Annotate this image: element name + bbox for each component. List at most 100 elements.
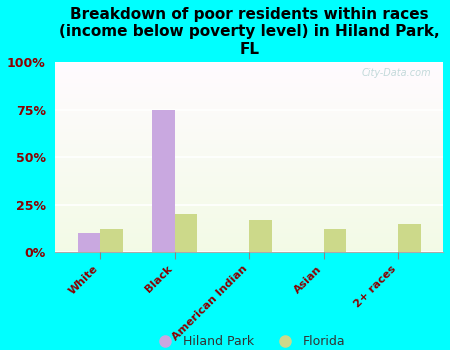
Bar — [55, 70, 443, 71]
Bar — [55, 79, 443, 81]
Bar — [55, 161, 443, 163]
Bar — [55, 106, 443, 108]
Bar — [55, 68, 443, 70]
Bar — [55, 64, 443, 66]
Bar — [55, 210, 443, 212]
Bar — [55, 89, 443, 91]
Bar — [55, 193, 443, 195]
Bar — [55, 243, 443, 244]
Bar — [55, 98, 443, 100]
Bar — [55, 233, 443, 235]
Bar — [55, 151, 443, 153]
Bar — [55, 62, 443, 64]
Bar — [55, 167, 443, 168]
Text: City-Data.com: City-Data.com — [362, 68, 432, 78]
Bar — [55, 195, 443, 197]
Bar — [55, 123, 443, 125]
Bar — [55, 176, 443, 178]
Bar — [55, 164, 443, 167]
Bar — [55, 225, 443, 227]
Bar — [153, 110, 175, 252]
Bar — [55, 178, 443, 180]
Bar — [55, 138, 443, 140]
Bar — [55, 113, 443, 115]
Bar — [55, 212, 443, 214]
Bar — [55, 153, 443, 155]
Bar — [55, 92, 443, 95]
Bar — [55, 224, 443, 225]
Bar — [55, 227, 443, 229]
Bar — [55, 239, 443, 240]
Bar — [55, 201, 443, 203]
Bar — [55, 237, 443, 239]
Bar — [55, 155, 443, 157]
Bar — [55, 94, 443, 96]
Bar — [55, 100, 443, 102]
Bar — [55, 71, 443, 74]
Bar — [55, 231, 443, 233]
Bar — [55, 136, 443, 138]
Bar — [55, 149, 443, 151]
Bar — [55, 87, 443, 89]
Bar — [55, 204, 443, 206]
Bar — [55, 74, 443, 75]
Bar — [55, 229, 443, 231]
Bar — [55, 117, 443, 119]
Bar — [55, 203, 443, 204]
Bar — [55, 188, 443, 189]
Bar — [55, 125, 443, 127]
Bar — [55, 85, 443, 87]
Bar — [55, 142, 443, 144]
Bar — [55, 189, 443, 191]
Bar — [55, 168, 443, 170]
Bar — [55, 121, 443, 123]
Bar — [55, 144, 443, 146]
Bar — [55, 244, 443, 246]
Bar — [55, 220, 443, 222]
Bar — [55, 170, 443, 172]
Bar — [55, 235, 443, 237]
Bar — [55, 216, 443, 218]
Bar — [55, 127, 443, 128]
Bar — [55, 131, 443, 132]
Bar — [55, 96, 443, 98]
Bar — [55, 159, 443, 161]
Legend: Hiland Park, Florida: Hiland Park, Florida — [148, 330, 351, 350]
Bar — [55, 197, 443, 199]
Bar — [78, 233, 100, 252]
Bar — [55, 157, 443, 159]
Bar — [55, 180, 443, 182]
Bar — [55, 83, 443, 85]
Bar — [55, 75, 443, 77]
Bar — [55, 134, 443, 136]
Bar — [55, 66, 443, 68]
Bar — [55, 148, 443, 149]
Bar — [55, 240, 443, 243]
Bar — [249, 220, 272, 252]
Bar — [55, 108, 443, 110]
Bar — [55, 214, 443, 216]
Bar — [55, 186, 443, 188]
Bar — [55, 246, 443, 248]
Bar — [55, 248, 443, 250]
Bar — [55, 250, 443, 252]
Bar — [55, 206, 443, 208]
Bar — [55, 174, 443, 176]
Bar — [324, 229, 346, 252]
Bar — [55, 132, 443, 134]
Bar — [398, 224, 421, 252]
Bar — [55, 222, 443, 224]
Bar — [55, 104, 443, 106]
Bar — [55, 184, 443, 186]
Bar — [55, 77, 443, 79]
Bar — [55, 115, 443, 117]
Bar — [55, 110, 443, 111]
Bar — [55, 81, 443, 83]
Bar — [55, 191, 443, 193]
Bar — [55, 91, 443, 92]
Title: Breakdown of poor residents within races
(income below poverty level) in Hiland : Breakdown of poor residents within races… — [59, 7, 440, 57]
Bar — [55, 182, 443, 184]
Bar — [175, 214, 197, 252]
Bar — [55, 128, 443, 131]
Bar — [55, 146, 443, 148]
